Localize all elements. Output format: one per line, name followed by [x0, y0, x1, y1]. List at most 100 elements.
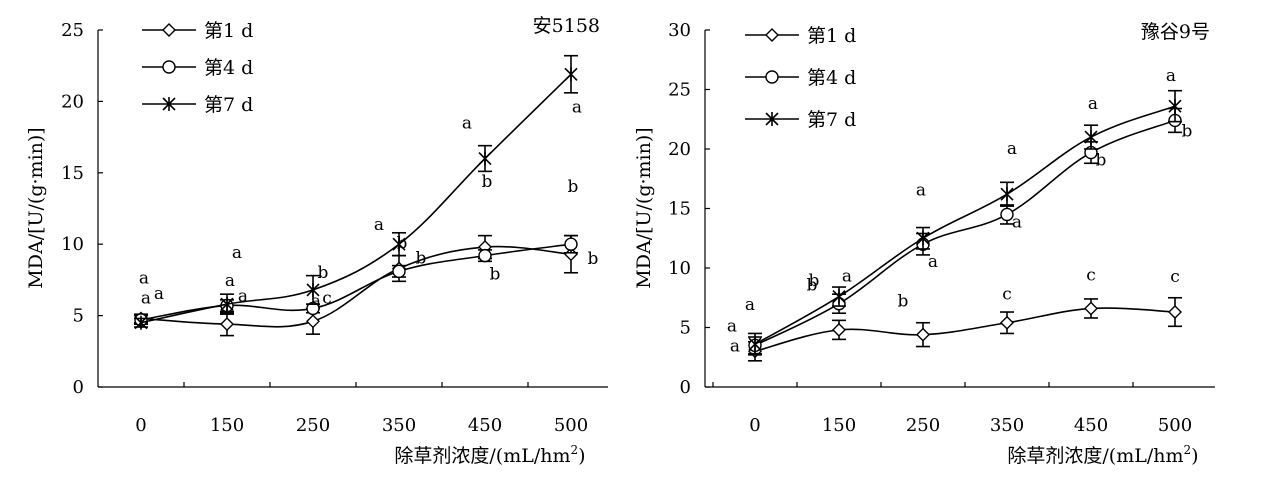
circle-marker	[478, 248, 492, 263]
legend-label: 第7 d	[204, 94, 253, 116]
circle-marker	[162, 60, 176, 74]
significance-label: a	[916, 180, 926, 200]
significance-label: a	[374, 215, 384, 235]
significance-label: a	[238, 287, 248, 307]
x-tick-label: 150	[822, 415, 856, 436]
significance-label: a	[727, 316, 737, 336]
y-tick-label: 10	[668, 258, 691, 279]
significance-label: c	[322, 288, 332, 308]
circle-marker	[1000, 207, 1014, 222]
legend-item: 第1 d	[745, 25, 856, 47]
significance-label: a	[311, 291, 321, 311]
y-tick-label: 10	[61, 234, 84, 255]
significance-label: b	[482, 172, 493, 192]
significance-label: a	[1166, 66, 1176, 86]
y-axis-label: MDA/[U/(g·min)]	[25, 127, 47, 288]
series-line	[754, 105, 1176, 345]
circle-marker	[392, 264, 406, 279]
series-line	[754, 307, 1176, 353]
significance-label: a	[139, 268, 149, 288]
star-marker	[392, 237, 406, 252]
x-tick-label: 250	[296, 415, 330, 436]
series-line	[754, 119, 1176, 347]
x-tick-label: 450	[468, 415, 502, 436]
y-tick-label: 20	[668, 139, 691, 160]
y-tick-label: 25	[61, 20, 84, 41]
y-tick-label: 25	[668, 80, 691, 101]
significance-label: a	[462, 114, 472, 134]
star-marker	[1000, 187, 1014, 202]
star-marker	[162, 97, 176, 111]
legend-item: 第7 d	[142, 94, 253, 116]
star-marker	[220, 297, 234, 312]
diamond-marker	[220, 317, 234, 332]
significance-label: a	[232, 243, 242, 263]
significance-label: a	[1007, 139, 1017, 159]
legend-label: 第4 d	[204, 57, 253, 79]
diamond-marker	[162, 23, 176, 37]
significance-label: b	[898, 292, 909, 312]
legend-item: 第1 d	[142, 20, 253, 42]
star-marker	[478, 151, 492, 166]
x-tick-label: 450	[1074, 415, 1108, 436]
y-tick-label: 15	[61, 163, 84, 184]
series-line	[140, 73, 572, 324]
diamond-marker	[306, 314, 320, 329]
y-tick-label: 20	[61, 91, 84, 112]
significance-label: b	[1182, 121, 1193, 141]
significance-label: a	[141, 289, 151, 309]
x-axis-label: 除草剂浓度/(mL/hm2)	[394, 443, 585, 467]
y-axis-label: MDA/[U/(g·min)]	[633, 127, 655, 288]
x-tick-label: 500	[1158, 415, 1192, 436]
significance-label: a	[1088, 94, 1098, 114]
significance-label: a	[730, 336, 740, 356]
significance-label: b	[1096, 151, 1107, 171]
significance-label: b	[397, 233, 408, 253]
x-tick-label: 350	[990, 415, 1024, 436]
significance-label: b	[318, 263, 329, 283]
diamond-marker	[1084, 301, 1098, 316]
significance-label: b	[588, 249, 599, 269]
significance-label: b	[416, 248, 427, 268]
x-tick-label: 350	[382, 415, 416, 436]
y-tick-label: 5	[73, 306, 84, 327]
significance-label: c	[1002, 285, 1012, 305]
significance-label: a	[154, 284, 164, 304]
chart-title: 安5158	[533, 15, 600, 37]
legend-item: 第4 d	[745, 67, 856, 89]
diamond-marker	[1168, 305, 1182, 320]
series-diamond: abb cc c	[727, 265, 1182, 362]
x-tick-label: 500	[554, 415, 588, 436]
series-star: a a a a a a	[745, 66, 1182, 356]
diamond-marker	[916, 327, 930, 342]
star-marker	[765, 112, 779, 126]
y-tick-label: 30	[668, 20, 691, 41]
x-tick-label: 0	[749, 415, 760, 436]
significance-label: b	[809, 271, 820, 291]
x-axis-label: 除草剂浓度/(mL/hm2)	[1007, 443, 1198, 467]
chart-panel-2: 0 5 10 15 20 25 30 0 150 250 350 450 500 MDA/[U/(g·mi…	[633, 20, 1215, 467]
legend-label: 第1 d	[204, 20, 253, 42]
series-line	[140, 245, 572, 328]
significance-label: b	[490, 265, 501, 285]
star-marker	[306, 282, 320, 297]
diamond-marker	[1000, 315, 1014, 330]
legend-label: 第1 d	[807, 25, 856, 47]
significance-label: a	[1012, 212, 1022, 232]
significance-label: b	[568, 177, 579, 197]
diamond-marker	[765, 28, 779, 42]
legend-item: 第7 d	[745, 109, 856, 131]
significance-label: a	[842, 267, 852, 287]
legend-label: 第7 d	[807, 109, 856, 131]
significance-label: a	[225, 271, 235, 291]
legend-label: 第4 d	[807, 67, 856, 89]
y-tick-label: 5	[680, 318, 691, 339]
y-tick-label: 0	[73, 377, 84, 398]
significance-label: a	[928, 252, 938, 272]
star-marker	[1168, 99, 1182, 114]
x-tick-label: 150	[210, 415, 244, 436]
